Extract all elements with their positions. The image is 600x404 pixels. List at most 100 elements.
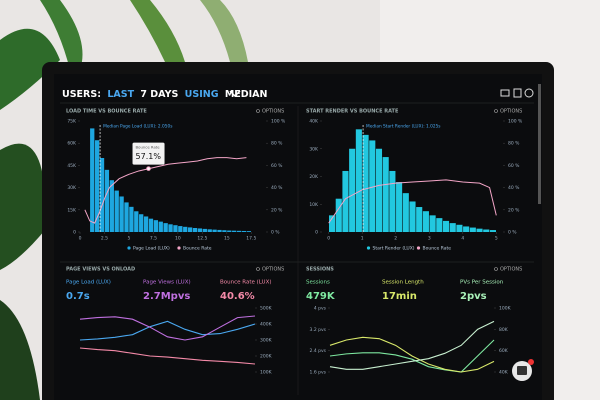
options-icon xyxy=(494,267,498,271)
dropdown-caret[interactable] xyxy=(229,90,241,98)
histogram-bar xyxy=(416,207,423,232)
histogram-bar xyxy=(469,227,476,232)
title-part: MEDIAN xyxy=(225,89,268,100)
x-tick-label: 10 xyxy=(175,236,181,242)
histogram-bar xyxy=(429,215,436,232)
histogram-bar xyxy=(436,218,443,232)
kpi-value: 479K xyxy=(306,291,336,302)
histogram-bar xyxy=(178,226,183,232)
histogram-bar xyxy=(489,230,496,232)
x-tick-label: 17.5 xyxy=(246,236,256,242)
kpi-value: 2pvs xyxy=(460,291,487,302)
export-icon[interactable] xyxy=(513,88,522,98)
histogram-bar xyxy=(187,227,193,232)
kpi-label: PVs Per Session xyxy=(460,280,504,286)
panel-title: LOAD TIME VS BOUNCE RATE xyxy=(66,109,147,115)
y2-tick-label: 0 % xyxy=(271,230,280,236)
y-tick-label: 40K xyxy=(309,119,319,125)
histogram-bar xyxy=(99,158,105,232)
histogram-bar xyxy=(236,230,242,232)
y-tick-label: 30K xyxy=(67,185,77,191)
monitor-icon[interactable] xyxy=(500,89,510,97)
chat-button[interactable] xyxy=(512,359,534,381)
legend-swatch xyxy=(127,246,131,250)
x-tick-label: 3 xyxy=(428,236,431,242)
y2-tick-label: 200K xyxy=(260,354,273,360)
median-label: Median Start Render (LUX): 1.025s xyxy=(366,124,441,130)
histogram-bar xyxy=(139,214,144,232)
histogram-bar xyxy=(158,221,163,232)
y2-tick-label: 300K xyxy=(260,338,273,344)
histogram-bar xyxy=(183,226,188,232)
histogram-bar xyxy=(168,224,173,232)
legend-label: Bounce Rate xyxy=(423,246,452,252)
histogram-bar xyxy=(153,220,159,232)
y-tick-label: 30K xyxy=(309,146,319,152)
help-icon[interactable] xyxy=(524,88,534,98)
histogram-bar xyxy=(163,223,168,232)
y-tick-label: 15K xyxy=(67,207,77,213)
line-series xyxy=(329,339,495,373)
y-tick-label: 20K xyxy=(309,174,319,180)
y2-tick-label: 40K xyxy=(499,370,509,376)
histogram-bar xyxy=(134,211,139,232)
header-icons xyxy=(500,88,534,98)
line-series xyxy=(79,320,256,341)
histogram-bar xyxy=(104,169,110,232)
y2-tick-label: 100K xyxy=(260,370,273,376)
y-tick-label: 0 xyxy=(315,230,318,236)
x-tick-label: 4 xyxy=(461,236,464,242)
histogram-bar xyxy=(114,190,119,232)
panel-title: START RENDER VS BOUNCE RATE xyxy=(306,109,399,115)
line-series xyxy=(79,347,256,365)
options-button[interactable]: OPTIONS xyxy=(262,267,284,273)
histogram-bar xyxy=(119,196,124,232)
y2-tick-label: 80 % xyxy=(271,141,283,147)
x-tick-label: 0 xyxy=(327,236,330,242)
y-tick-label: 1.6 pvs xyxy=(310,370,327,376)
histogram-bar xyxy=(192,228,198,232)
histogram-bar xyxy=(396,182,403,232)
kpi-label: Bounce Rate (LUX) xyxy=(220,280,272,286)
legend-swatch xyxy=(366,246,371,250)
y2-tick-label: 60K xyxy=(499,348,509,354)
options-button[interactable]: OPTIONS xyxy=(262,109,284,115)
histogram-bar xyxy=(335,198,342,232)
y2-tick-label: 20 % xyxy=(508,207,520,213)
legend-label: Bounce Rate xyxy=(183,246,212,252)
histogram-bar xyxy=(389,170,396,232)
y2-tick-label: 40 % xyxy=(271,185,283,191)
dashboard-title: USERS: LAST 7 DAYS USING MEDIAN xyxy=(62,89,268,100)
kpi-label: Session Length xyxy=(382,280,424,286)
x-tick-label: 5 xyxy=(128,236,131,242)
histogram-bar xyxy=(355,129,362,232)
y2-tick-label: 80 % xyxy=(508,141,520,147)
histogram-bar xyxy=(329,215,336,232)
histogram-bar xyxy=(212,229,217,232)
histogram-bar xyxy=(349,148,356,232)
kpi-label: Page Views (LUX) xyxy=(143,280,191,286)
histogram-bar xyxy=(129,206,134,232)
y-tick-label: 4 pvs xyxy=(314,306,327,312)
line-series xyxy=(329,320,495,370)
options-icon xyxy=(256,267,260,271)
histogram-bar xyxy=(217,229,222,232)
chat-badge xyxy=(528,359,534,365)
histogram-bar xyxy=(202,228,207,232)
histogram-bar xyxy=(463,226,470,232)
panel-title: SESSIONS xyxy=(306,267,334,273)
kpi-value: 17min xyxy=(382,291,417,302)
scrollbar xyxy=(538,84,541,204)
y-tick-label: 0 xyxy=(73,230,76,236)
y-tick-label: 3.2 pvs xyxy=(310,327,327,333)
options-button[interactable]: OPTIONS xyxy=(500,109,522,115)
title-part: USERS: xyxy=(62,89,101,100)
options-button[interactable]: OPTIONS xyxy=(500,267,522,273)
histogram-bar xyxy=(109,180,114,232)
x-tick-label: 15 xyxy=(224,236,230,242)
options-icon xyxy=(256,109,260,113)
y2-tick-label: 100K xyxy=(499,306,512,312)
histogram-bar xyxy=(442,220,450,232)
title-part: LAST xyxy=(107,89,134,100)
